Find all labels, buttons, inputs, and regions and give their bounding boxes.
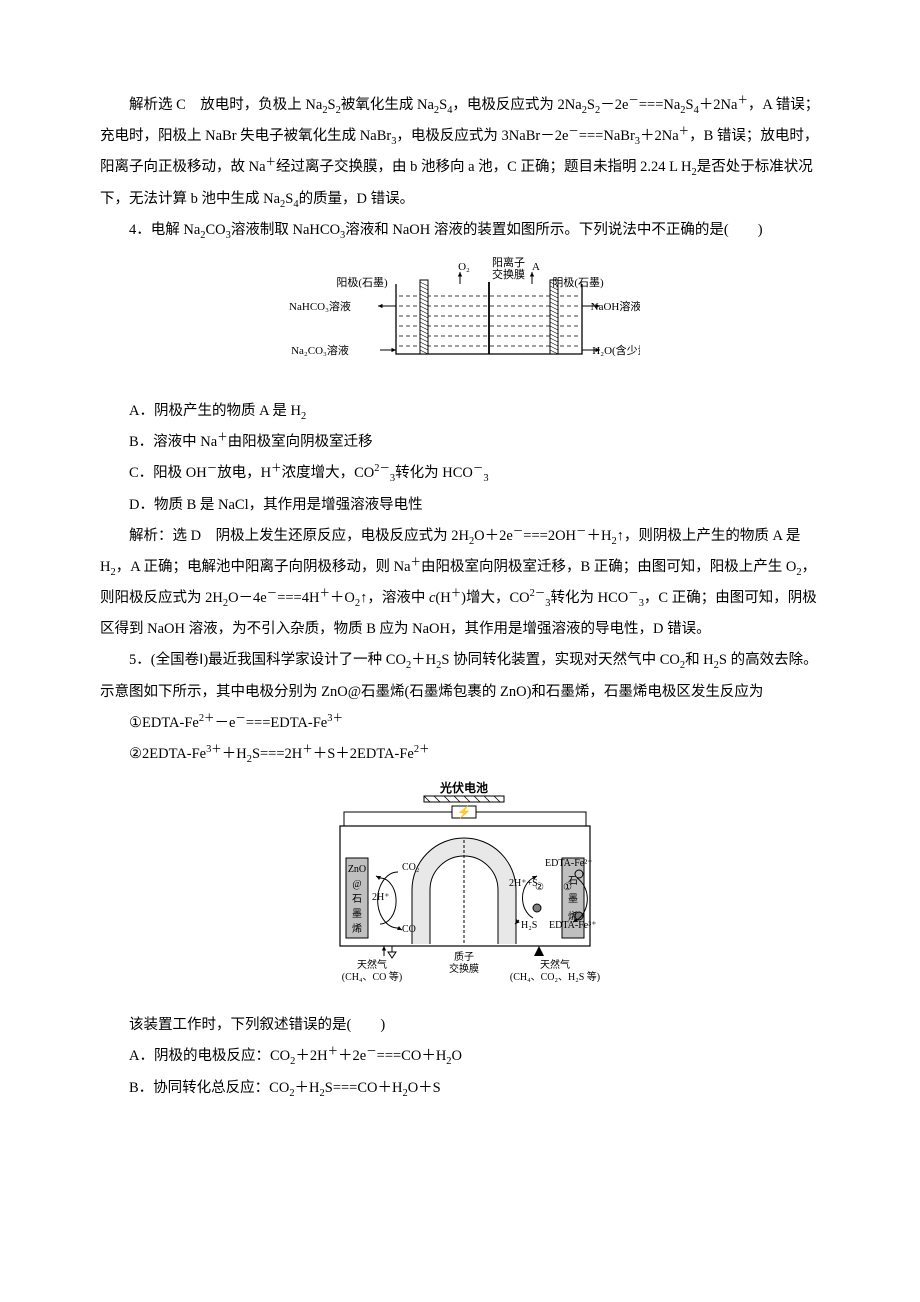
q4-option-d: D．物质 B 是 NaCl，其作用是增强溶液导电性 xyxy=(100,490,820,521)
svg-text:EDTA-Fe²⁺: EDTA-Fe²⁺ xyxy=(545,858,592,869)
svg-text:NaHCO₃溶液: NaHCO₃溶液 xyxy=(289,299,351,313)
svg-text:阳离子: 阳离子 xyxy=(492,255,525,269)
svg-text:墨: 墨 xyxy=(568,893,578,905)
svg-text:(CH₄、CO 等): (CH₄、CO 等) xyxy=(342,970,402,983)
svg-text:⚡: ⚡ xyxy=(457,805,472,819)
q4-option-b: B．溶液中 Na＋由阳极室向阴极室迁移 xyxy=(100,427,820,458)
svg-text:交换膜: 交换膜 xyxy=(492,267,525,281)
svg-text:H₂S: H₂S xyxy=(521,920,537,931)
svg-text:2H⁺: 2H⁺ xyxy=(372,892,390,903)
svg-text:光伏电池: 光伏电池 xyxy=(439,780,488,795)
analysis-paragraph: 解析选 C 放电时，负极上 Na2S2被氧化生成 Na2S4，电极反应式为 2N… xyxy=(100,90,820,215)
svg-text:A: A xyxy=(532,261,540,273)
svg-text:ZnO: ZnO xyxy=(348,864,366,875)
svg-text:O₂: O₂ xyxy=(458,261,470,273)
q5-eq2: ②2EDTA-Fe3＋＋H2S===2H＋＋S＋2EDTA-Fe2＋ xyxy=(100,739,820,770)
svg-text:①: ① xyxy=(563,882,572,893)
q5-eq1: ①EDTA-Fe2＋－e－===EDTA-Fe3＋ xyxy=(100,708,820,739)
svg-text:天然气: 天然气 xyxy=(540,958,570,971)
q4-stem: 4．电解 Na2CO3溶液制取 NaHCO3溶液和 NaOH 溶液的装置如图所示… xyxy=(100,215,820,246)
q4-explanation: 解析：选 D 阴极上发生还原反应，电极反应式为 2H2O＋2e－===2OH－＋… xyxy=(100,521,820,646)
svg-text:EDTA-Fe³⁺: EDTA-Fe³⁺ xyxy=(549,920,596,931)
svg-text:质子: 质子 xyxy=(454,951,474,963)
q5-stem: 5．(全国卷Ⅰ)最近我国科学家设计了一种 CO2＋H2S 协同转化装置，实现对天… xyxy=(100,645,820,707)
svg-text:@: @ xyxy=(352,879,361,890)
svg-text:墨: 墨 xyxy=(352,908,362,920)
svg-text:阳极(石墨): 阳极(石墨) xyxy=(336,275,388,289)
svg-text:CO₂: CO₂ xyxy=(402,862,419,873)
q4-option-c: C．阳极 OH－放电，H＋浓度增大，CO2－3转化为 HCO－3 xyxy=(100,458,820,489)
q5-figure: 光伏电池⚡ZnO@石墨烯石墨烯CO₂2H⁺COEDTA-Fe²⁺2H⁺+S②①H… xyxy=(100,778,820,1000)
svg-text:②: ② xyxy=(535,882,544,893)
svg-text:(CH₄、CO₂、H₂S 等): (CH₄、CO₂、H₂S 等) xyxy=(510,970,600,983)
q4-figure: O₂阳离子交换膜A阳极(石墨)阴极(石墨)NaHCO₃溶液Na₂CO₃溶液NaO… xyxy=(100,254,820,386)
svg-text:交换膜: 交换膜 xyxy=(449,962,479,975)
q5-option-a: A．阴极的电极反应：CO2＋2H＋＋2e－===CO＋H2O xyxy=(100,1041,820,1072)
svg-text:Na₂CO₃溶液: Na₂CO₃溶液 xyxy=(291,343,349,357)
q5-option-b: B．协同转化总反应：CO2＋H2S===CO＋H2O＋S xyxy=(100,1073,820,1104)
svg-text:2H⁺+S: 2H⁺+S xyxy=(509,878,538,889)
svg-text:阴极(石墨): 阴极(石墨) xyxy=(552,275,604,289)
svg-text:天然气: 天然气 xyxy=(357,958,387,971)
svg-text:烯: 烯 xyxy=(352,922,362,935)
svg-text:石: 石 xyxy=(352,894,362,905)
svg-text:CO: CO xyxy=(402,924,416,935)
q5-tail: 该装置工作时，下列叙述错误的是( ) xyxy=(100,1010,820,1041)
q4-option-a: A．阴极产生的物质 A 是 H2 xyxy=(100,396,820,427)
